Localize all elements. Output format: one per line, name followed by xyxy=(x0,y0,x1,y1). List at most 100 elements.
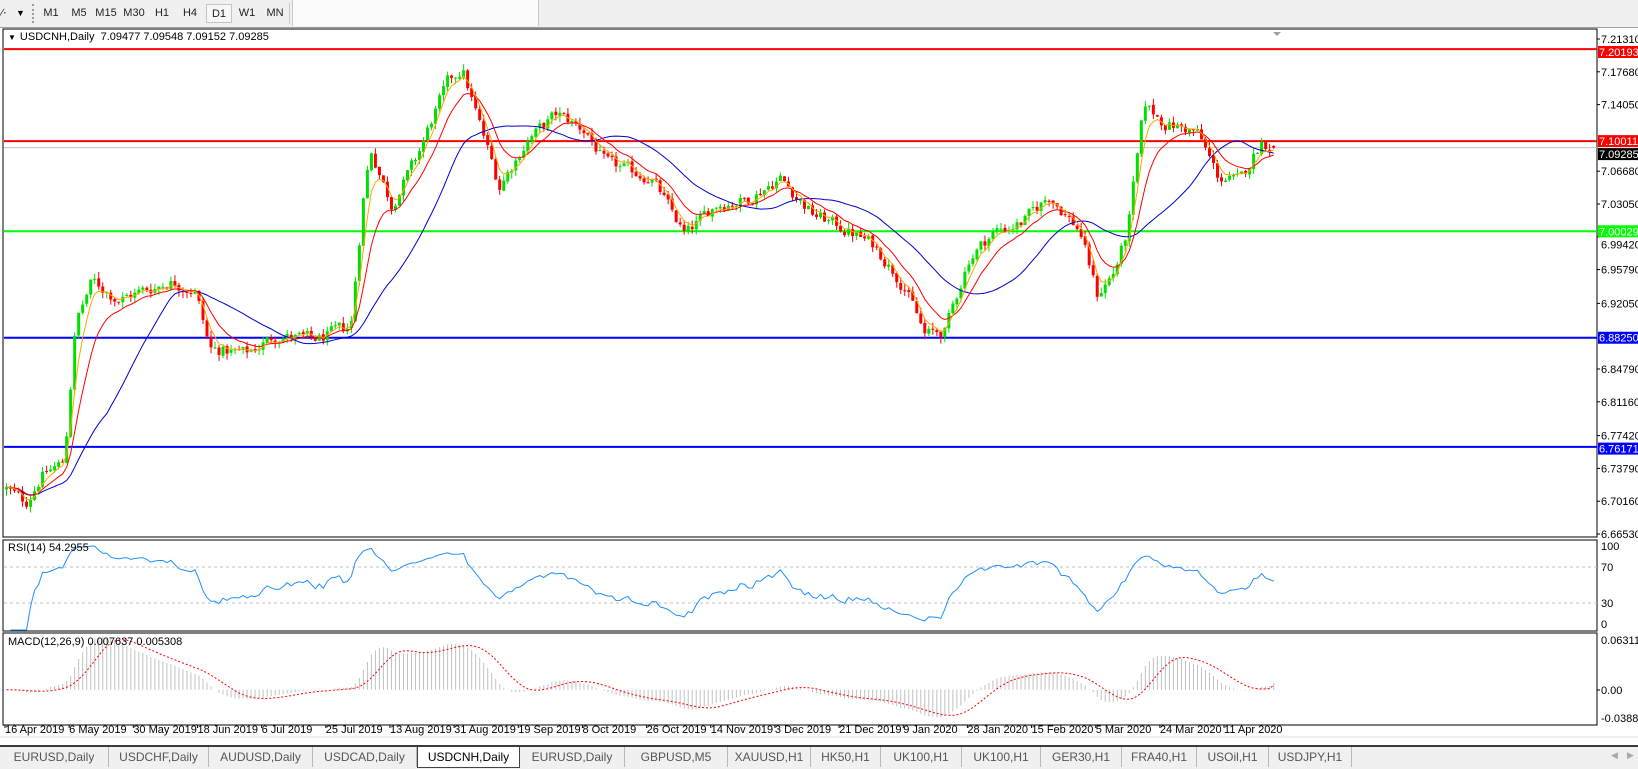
candle xyxy=(1163,124,1167,135)
candle xyxy=(1135,152,1139,184)
tab-audusd-daily[interactable]: AUDUSD,Daily xyxy=(209,747,313,767)
candle-body xyxy=(1212,155,1216,164)
candle xyxy=(1224,177,1228,183)
candle-body xyxy=(1232,174,1236,177)
candle xyxy=(169,276,173,292)
timeframe-m30[interactable]: M30 xyxy=(123,7,145,19)
candle-body xyxy=(1023,215,1027,226)
timeframe-mn[interactable]: MN xyxy=(266,7,284,19)
candle-body xyxy=(1043,200,1047,203)
candle-body xyxy=(742,197,746,199)
candle xyxy=(1111,267,1115,282)
candle-body xyxy=(97,278,101,287)
tab-usdcnh-daily[interactable]: USDCNH,Daily xyxy=(417,747,520,768)
tab-eurusd-daily-2[interactable]: EURUSD,Daily xyxy=(520,747,625,767)
candle xyxy=(369,152,373,172)
tab-usdcad-daily[interactable]: USDCAD,Daily xyxy=(313,747,417,767)
date-tick-label: 8 Oct 2019 xyxy=(582,724,636,736)
candle-body xyxy=(562,113,566,115)
candle-body xyxy=(1119,245,1123,265)
tab-fra40-h1[interactable]: FRA40,H1 xyxy=(1122,747,1197,767)
tab-uk100-h1[interactable]: UK100,H1 xyxy=(881,747,962,767)
candle-body xyxy=(887,264,891,267)
candle-body xyxy=(1123,240,1127,246)
candle-body xyxy=(217,347,221,355)
candle xyxy=(1199,123,1203,140)
symbol-label: USDCNH,Daily xyxy=(19,31,95,43)
candle xyxy=(851,224,855,243)
candle-body xyxy=(105,292,109,294)
macd-signal-line xyxy=(6,639,1275,716)
collapse-triangle-icon[interactable]: ▼ xyxy=(8,33,16,42)
candle-body xyxy=(646,182,650,184)
tab-gbpusd-m5[interactable]: GBPUSD,M5 xyxy=(625,747,728,767)
candle xyxy=(951,300,955,317)
date-tick-label: 3 Dec 2019 xyxy=(775,724,831,736)
candle-body xyxy=(498,179,502,190)
candle-body xyxy=(434,108,438,124)
candle xyxy=(971,254,975,267)
candle-body xyxy=(903,290,907,292)
candle-body xyxy=(919,313,923,324)
chevron-down-icon[interactable]: ▼ xyxy=(16,8,25,18)
candle-body xyxy=(1264,141,1268,150)
scroll-left-icon[interactable]: ◀ xyxy=(1611,750,1618,760)
candle xyxy=(927,325,931,336)
tab-usdjpy-h1[interactable]: USDJPY,H1 xyxy=(1269,747,1352,767)
candle xyxy=(438,92,442,112)
candle-body xyxy=(337,322,341,326)
candle xyxy=(377,166,381,180)
candle xyxy=(522,145,526,160)
candle xyxy=(478,105,482,122)
candle xyxy=(1268,143,1272,158)
tab-usdchf-daily[interactable]: USDCHF,Daily xyxy=(109,747,209,767)
candle xyxy=(807,205,810,210)
timeframe-w1[interactable]: W1 xyxy=(238,7,256,19)
timeframe-m1[interactable]: M1 xyxy=(43,7,59,19)
toolbar-grip[interactable] xyxy=(32,4,36,23)
candle-body xyxy=(1228,175,1232,180)
candle-body xyxy=(93,278,97,280)
candle xyxy=(1079,222,1083,239)
candle xyxy=(1123,239,1127,252)
tab-usoil-h1[interactable]: USOil,H1 xyxy=(1197,747,1269,767)
candle-body xyxy=(422,140,426,152)
candle xyxy=(5,483,8,496)
candle xyxy=(903,283,907,296)
candle-body xyxy=(462,70,466,78)
candle-body xyxy=(494,159,498,180)
candle-body xyxy=(598,150,602,152)
candle xyxy=(895,271,899,288)
timeframe-m15[interactable]: M15 xyxy=(95,7,117,19)
candle-body xyxy=(863,236,867,239)
tab-hk50-h1[interactable]: HK50,H1 xyxy=(811,747,881,767)
line-tools-icon[interactable]: ∕⋅ xyxy=(1,6,7,20)
tab-uk100-h1-2[interactable]: UK100,H1 xyxy=(962,747,1041,767)
candle xyxy=(538,119,542,134)
current-price-label: 7.09285 xyxy=(1599,149,1638,161)
candle-body xyxy=(173,281,177,286)
scroll-right-icon[interactable]: ▶ xyxy=(1627,750,1634,760)
date-tick-label: 14 Nov 2019 xyxy=(711,724,773,736)
timeframe-h1[interactable]: H1 xyxy=(154,7,170,19)
candle xyxy=(618,163,622,173)
price-tick-label: 7.17680 xyxy=(1601,67,1638,79)
candle-body xyxy=(991,231,995,239)
candle-body xyxy=(361,198,365,246)
candle-body xyxy=(690,226,694,230)
candle-body xyxy=(37,486,41,492)
candle-body xyxy=(750,202,754,204)
candle-body xyxy=(65,436,69,464)
tab-eurusd-daily[interactable]: EURUSD,Daily xyxy=(0,747,109,767)
timeframe-m5[interactable]: M5 xyxy=(71,7,87,19)
candle-body xyxy=(1063,214,1067,216)
candle-body xyxy=(983,241,987,246)
candle xyxy=(530,134,534,144)
timeframe-d1[interactable]: D1 xyxy=(206,4,232,23)
candle xyxy=(931,322,935,335)
tab-xauusd-h1[interactable]: XAUUSD,H1 xyxy=(728,747,811,767)
timeframe-h4[interactable]: H4 xyxy=(182,7,198,19)
candle xyxy=(309,326,313,340)
tab-ger30-h1[interactable]: GER30,H1 xyxy=(1041,747,1122,767)
